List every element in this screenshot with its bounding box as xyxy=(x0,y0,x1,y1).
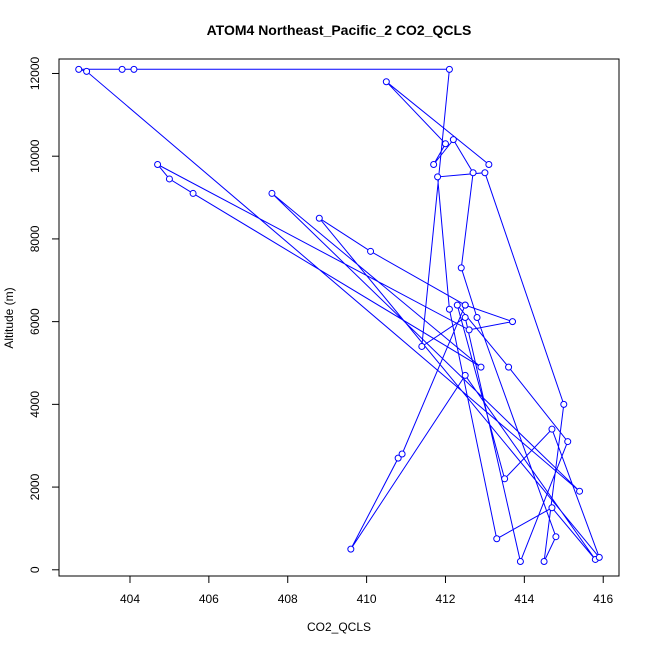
data-point xyxy=(457,264,465,272)
series-line xyxy=(78,68,600,564)
data-point xyxy=(595,553,603,561)
x-tick-label: 410 xyxy=(357,592,377,606)
x-tick-label: 414 xyxy=(514,592,534,606)
data-point xyxy=(441,140,449,148)
data-point xyxy=(501,475,509,483)
y-tick-label: 12000 xyxy=(28,56,42,90)
data-point xyxy=(481,169,489,177)
x-tick-label: 406 xyxy=(199,592,219,606)
data-point xyxy=(485,160,493,168)
data-point xyxy=(548,504,556,512)
data-point xyxy=(83,67,91,75)
x-tick-label: 404 xyxy=(120,592,140,606)
data-point xyxy=(398,450,406,458)
chart-title: ATOM4 Northeast_Pacific_2 CO2_QCLS xyxy=(207,22,472,38)
data-point xyxy=(493,535,501,543)
y-axis: 0 2000 4000 6000 8000 10000 12000 xyxy=(28,56,60,573)
data-point xyxy=(75,65,83,73)
y-tick-label: 6000 xyxy=(28,308,42,335)
data-point xyxy=(576,487,584,495)
y-axis-label: Altitude (m) xyxy=(2,287,16,348)
data-point xyxy=(394,454,402,462)
data-point xyxy=(154,160,162,168)
data-point xyxy=(477,363,485,371)
data-point xyxy=(453,301,461,309)
data-point xyxy=(552,533,560,541)
data-point xyxy=(461,371,469,379)
data-point xyxy=(418,342,426,350)
data-point xyxy=(430,160,438,168)
data-point xyxy=(461,301,469,309)
y-tick-label: 2000 xyxy=(28,473,42,500)
x-tick-label: 416 xyxy=(593,592,613,606)
data-point xyxy=(445,305,453,313)
data-point xyxy=(469,169,477,177)
data-point xyxy=(382,78,390,86)
data-point xyxy=(449,136,457,144)
data-point xyxy=(268,189,276,197)
data-point xyxy=(505,363,513,371)
data-point xyxy=(473,314,481,321)
data-point xyxy=(540,558,548,566)
x-tick-label: 408 xyxy=(278,592,298,606)
data-point xyxy=(118,65,126,73)
y-tick-label: 10000 xyxy=(28,139,42,173)
data-point xyxy=(509,318,517,326)
data-point xyxy=(165,175,173,183)
data-point xyxy=(347,545,355,553)
data-point xyxy=(315,214,323,222)
data-point xyxy=(445,65,453,73)
x-tick-label: 412 xyxy=(435,592,455,606)
data-point xyxy=(560,400,568,408)
data-point xyxy=(465,326,473,334)
y-tick-label: 4000 xyxy=(28,391,42,418)
data-point xyxy=(564,438,572,446)
data-point xyxy=(130,65,138,73)
y-tick-label: 8000 xyxy=(28,225,42,252)
data-point xyxy=(548,425,556,433)
plot-frame xyxy=(58,58,620,577)
data-point xyxy=(189,189,197,197)
data-point xyxy=(516,558,524,566)
data-point xyxy=(434,173,442,181)
data-point xyxy=(461,314,469,321)
data-point xyxy=(367,247,375,255)
x-axis-label: CO2_QCLS xyxy=(307,620,371,634)
series-co2-qcls xyxy=(75,65,603,566)
x-axis: 404 406 408 410 412 414 416 xyxy=(120,575,614,606)
y-tick-label: 0 xyxy=(28,566,42,573)
